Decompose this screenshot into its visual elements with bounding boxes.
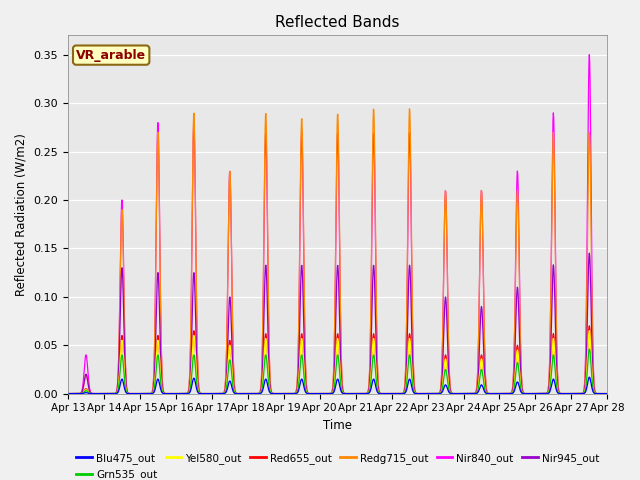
Text: VR_arable: VR_arable — [76, 48, 147, 61]
Legend: Blu475_out, Grn535_out, Yel580_out, Red655_out, Redg715_out, Nir840_out, Nir945_: Blu475_out, Grn535_out, Yel580_out, Red6… — [72, 449, 604, 480]
X-axis label: Time: Time — [323, 419, 352, 432]
Title: Reflected Bands: Reflected Bands — [275, 15, 400, 30]
Y-axis label: Reflected Radiation (W/m2): Reflected Radiation (W/m2) — [15, 133, 28, 296]
